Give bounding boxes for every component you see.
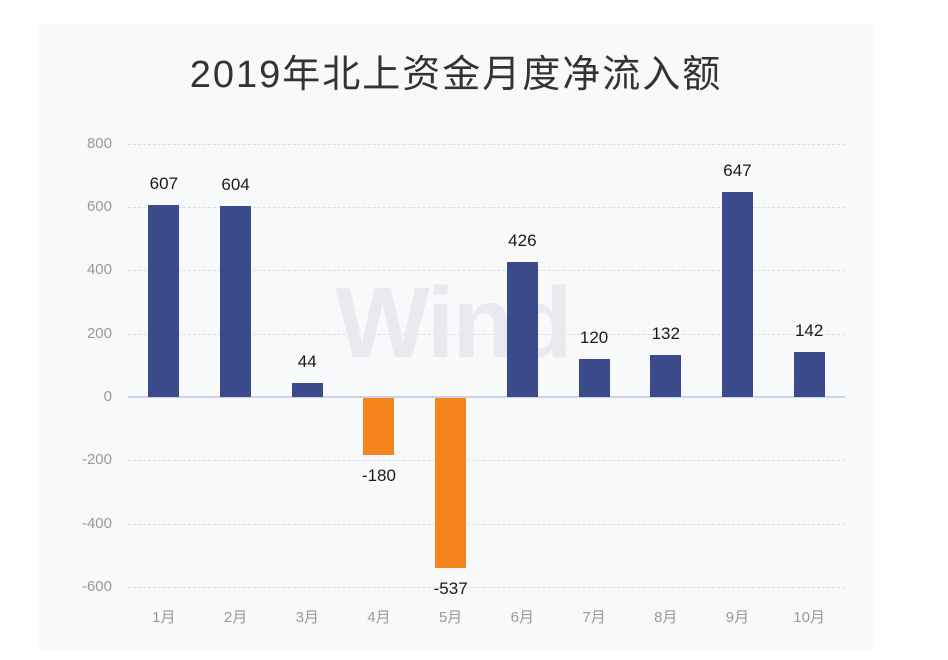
- y-axis-tick-label: -200: [81, 451, 112, 469]
- bar-9月: [721, 192, 753, 397]
- bar-2月: [220, 205, 252, 397]
- x-axis-tick-label: 7月: [582, 609, 606, 626]
- y-axis-tick-label: -600: [81, 577, 112, 595]
- x-axis-tick-label: 9月: [725, 609, 750, 626]
- y-axis-tick-label: 600: [86, 198, 112, 216]
- y-gridline: [128, 333, 845, 335]
- bar-value-label: 647: [723, 161, 752, 181]
- y-gridline: [128, 586, 845, 588]
- y-axis-tick-label: -400: [81, 514, 112, 532]
- x-axis-tick-label: 2月: [223, 609, 248, 626]
- y-gridline: [128, 207, 845, 209]
- zero-axis-line: [128, 396, 845, 398]
- bar-value-label: 120: [579, 328, 609, 348]
- bar-value-label: 426: [508, 231, 537, 251]
- bar-value-label: 132: [651, 324, 680, 344]
- bar-value-label: 607: [149, 173, 179, 193]
- bar-value-label: -537: [433, 578, 468, 598]
- y-gridline: [128, 460, 845, 462]
- bar-value-label: 44: [297, 352, 317, 372]
- y-axis-tick-label: 200: [86, 324, 112, 342]
- x-axis-tick-label: 3月: [295, 609, 319, 626]
- bar-value-label: 604: [221, 174, 250, 194]
- bar-3月: [291, 383, 323, 397]
- chart-title: 2019年北上资金月度净流入额: [189, 54, 723, 96]
- y-gridline: [128, 270, 845, 272]
- bar-value-label: -180: [361, 465, 396, 485]
- x-axis-tick-label: 8月: [654, 609, 678, 626]
- bar-4月: [363, 398, 395, 455]
- chart-card: 2019年北上资金月度净流入额 Wind 800 600 400 200 0 -200 -4…: [38, 24, 874, 650]
- x-axis-tick-label: 6月: [510, 609, 535, 626]
- bar-chart-plot-area: 800 600 400 200 0 -200 -400 -600 607 1月 604 2月 44 3月 -…: [38, 24, 874, 650]
- x-axis-tick-label: 1月: [152, 609, 176, 626]
- x-axis-tick-label: 10月: [793, 609, 825, 626]
- bar-5月: [435, 398, 467, 568]
- bar-8月: [650, 355, 682, 397]
- y-gridline: [128, 523, 845, 525]
- bar-7月: [578, 359, 610, 397]
- y-axis-tick-label: 400: [86, 261, 112, 279]
- x-axis-tick-label: 5月: [438, 609, 463, 626]
- x-axis-tick-label: 4月: [367, 609, 391, 626]
- bar-6月: [506, 262, 538, 397]
- bar-10月: [793, 352, 825, 397]
- bar-value-label: 142: [794, 321, 824, 341]
- y-gridline: [128, 143, 845, 145]
- y-axis-tick-label: 0: [103, 388, 112, 405]
- y-axis-tick-label: 800: [86, 134, 112, 152]
- bar-1月: [148, 204, 180, 397]
